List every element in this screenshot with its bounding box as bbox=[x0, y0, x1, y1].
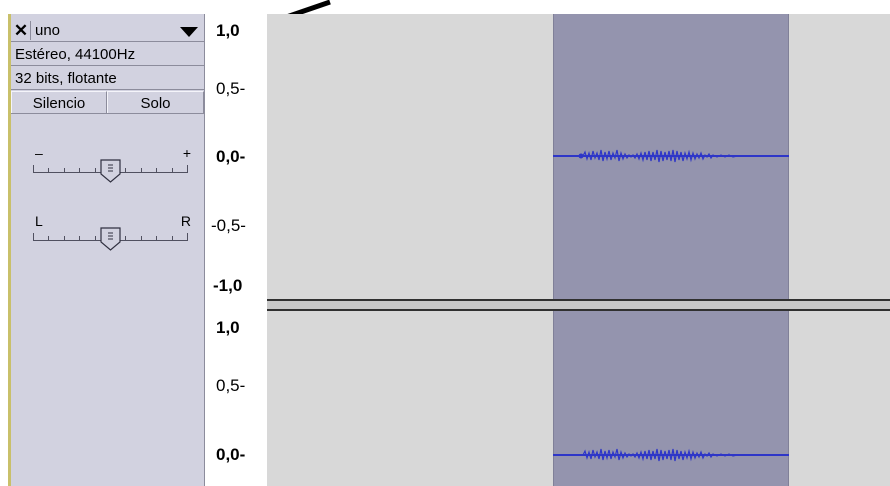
waveform-bottom bbox=[553, 448, 789, 462]
pan-right-label: R bbox=[180, 213, 191, 229]
gain-slider-thumb-icon[interactable] bbox=[100, 159, 121, 183]
slider-tick bbox=[172, 236, 173, 241]
vertical-ruler-bottom: 1,0 0,5- 0,0- bbox=[205, 311, 267, 486]
ruler-top-label: 1,0 bbox=[216, 21, 240, 40]
ruler-bottom-label: 1,0 bbox=[216, 318, 240, 337]
slider-tick bbox=[141, 236, 142, 241]
solo-button[interactable]: Solo bbox=[107, 91, 204, 113]
slider-tick bbox=[187, 165, 188, 173]
track-name-row: ✕ uno bbox=[11, 20, 204, 42]
slider-tick bbox=[48, 168, 49, 173]
slider-tick bbox=[64, 168, 65, 173]
slider-tick bbox=[125, 168, 126, 173]
slider-tick bbox=[125, 236, 126, 241]
slider-tick bbox=[172, 168, 173, 173]
pan-slider[interactable]: L R bbox=[33, 214, 199, 254]
ruler-top-label: 0,5- bbox=[216, 79, 246, 98]
track-format-label: Estéreo, 44100Hz bbox=[11, 43, 204, 66]
slider-tick bbox=[95, 168, 96, 173]
track-focus-border bbox=[8, 14, 11, 486]
slider-tick bbox=[64, 236, 65, 241]
pan-left-label: L bbox=[35, 213, 43, 229]
ruler-bottom-label: 0,0- bbox=[216, 445, 246, 464]
track-left-margin bbox=[0, 14, 8, 486]
ruler-bottom-label: 0,5- bbox=[216, 376, 246, 395]
slider-tick bbox=[95, 236, 96, 241]
gain-max-label: + bbox=[182, 145, 191, 161]
pan-slider-thumb-icon[interactable] bbox=[100, 227, 121, 251]
ruler-top-label: 0,0- bbox=[216, 147, 246, 166]
track-buttons-row: Silencio Solo bbox=[11, 91, 204, 114]
slider-tick bbox=[33, 233, 34, 241]
waveform-top bbox=[553, 149, 789, 163]
slider-tick bbox=[141, 168, 142, 173]
slider-tick bbox=[79, 236, 80, 241]
slider-tick bbox=[156, 236, 157, 241]
gain-min-label: – bbox=[35, 145, 43, 161]
slider-tick bbox=[156, 168, 157, 173]
waveform-area[interactable]: 1,0 0,5- 0,0- -0,5- -1,0 1,0 0,5- 0,0- bbox=[205, 14, 890, 486]
slider-tick bbox=[33, 165, 34, 173]
close-track-button[interactable]: ✕ bbox=[12, 21, 31, 40]
track-bit-depth-label: 32 bits, flotante bbox=[11, 67, 204, 90]
slider-tick bbox=[48, 236, 49, 241]
ruler-top-label: -1,0 bbox=[213, 276, 243, 295]
ruler-top-label: -0,5- bbox=[211, 216, 246, 235]
vertical-ruler-top: 1,0 0,5- 0,0- -0,5- -1,0 bbox=[205, 14, 267, 299]
gain-slider[interactable]: – + bbox=[33, 146, 199, 186]
track-control-panel: ✕ uno Estéreo, 44100Hz 32 bits, flotante… bbox=[11, 14, 205, 486]
track-menu-arrow-icon[interactable] bbox=[180, 27, 198, 37]
channel-divider[interactable] bbox=[267, 299, 890, 311]
slider-tick bbox=[79, 168, 80, 173]
mute-button[interactable]: Silencio bbox=[11, 91, 107, 113]
track-name-menu[interactable]: uno bbox=[35, 22, 61, 39]
slider-tick bbox=[187, 233, 188, 241]
